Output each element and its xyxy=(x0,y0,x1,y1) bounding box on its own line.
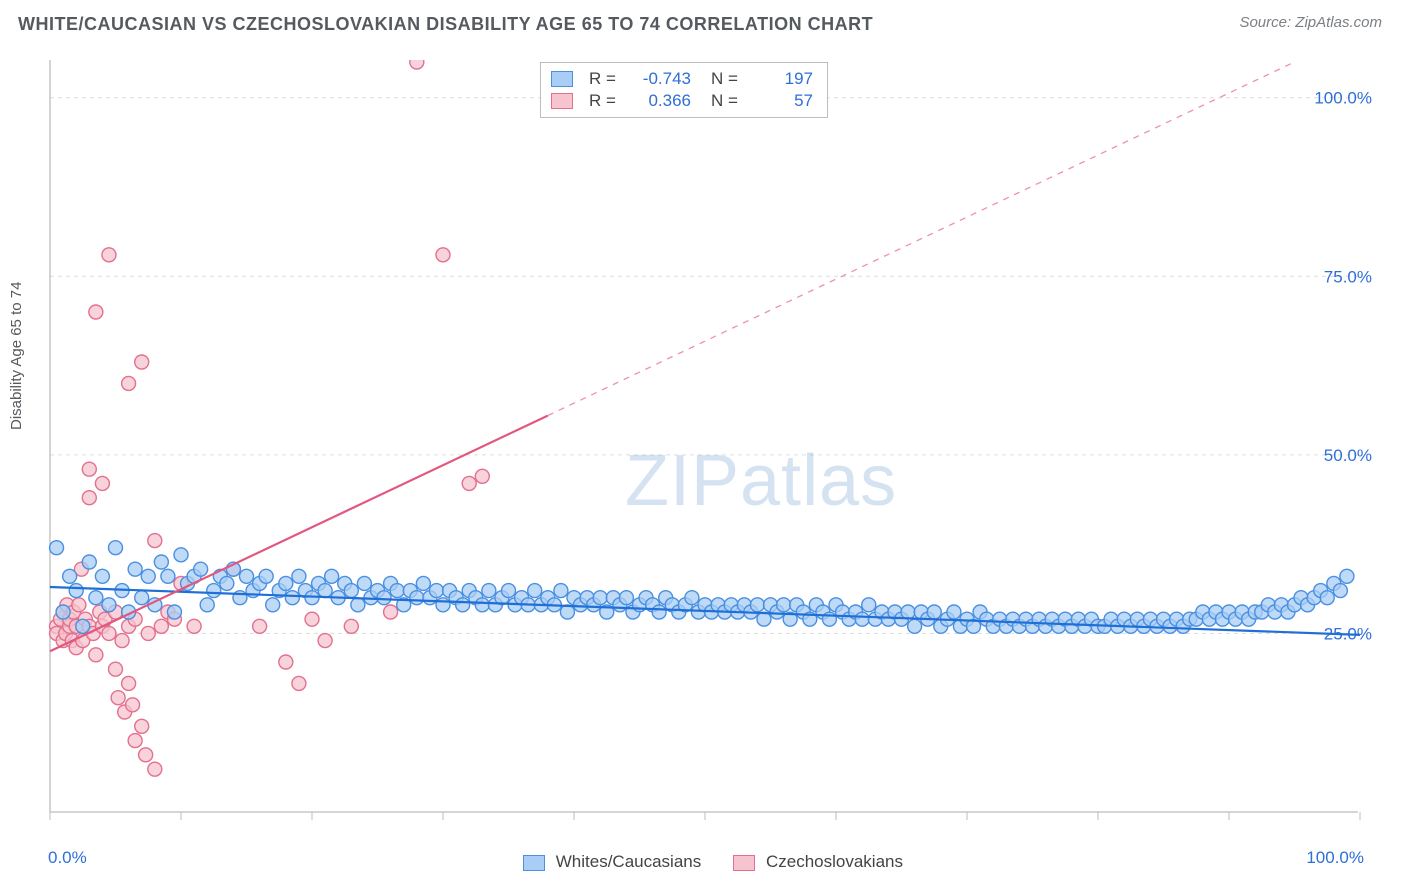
r-label: R = xyxy=(589,91,621,111)
n-value-czech: 57 xyxy=(753,91,813,111)
series-label-whites: Whites/Caucasians xyxy=(556,852,702,871)
watermark: ZIPatlas xyxy=(625,440,897,522)
swatch-whites xyxy=(551,71,573,87)
swatch-whites-bottom xyxy=(523,855,545,871)
r-value-czech: 0.366 xyxy=(631,91,691,111)
r-value-whites: -0.743 xyxy=(631,69,691,89)
x-axis-area: 0.0% 100.0% Whites/Caucasians Czechoslov… xyxy=(48,832,1378,882)
svg-text:75.0%: 75.0% xyxy=(1324,267,1372,286)
r-label: R = xyxy=(589,69,621,89)
n-label: N = xyxy=(711,69,743,89)
correlation-legend: R = -0.743 N = 197 R = 0.366 N = 57 xyxy=(540,62,828,118)
swatch-czech xyxy=(551,93,573,109)
bottom-legend-czech: Czechoslovakians xyxy=(733,852,903,872)
n-label: N = xyxy=(711,91,743,111)
svg-text:100.0%: 100.0% xyxy=(1314,89,1372,108)
legend-row-czech: R = 0.366 N = 57 xyxy=(551,90,813,112)
source-label: Source: ZipAtlas.com xyxy=(1239,14,1382,31)
n-value-whites: 197 xyxy=(753,69,813,89)
watermark-atlas: atlas xyxy=(740,441,897,521)
bottom-legend: Whites/Caucasians Czechoslovakians xyxy=(48,852,1378,872)
y-axis-label: Disability Age 65 to 74 xyxy=(8,282,25,430)
legend-row-whites: R = -0.743 N = 197 xyxy=(551,68,813,90)
bottom-legend-whites: Whites/Caucasians xyxy=(523,852,701,872)
series-label-czech: Czechoslovakians xyxy=(766,852,903,871)
watermark-zip: ZIP xyxy=(625,441,740,521)
svg-text:50.0%: 50.0% xyxy=(1324,446,1372,465)
chart-title: WHITE/CAUCASIAN VS CZECHOSLOVAKIAN DISAB… xyxy=(18,14,873,35)
swatch-czech-bottom xyxy=(733,855,755,871)
